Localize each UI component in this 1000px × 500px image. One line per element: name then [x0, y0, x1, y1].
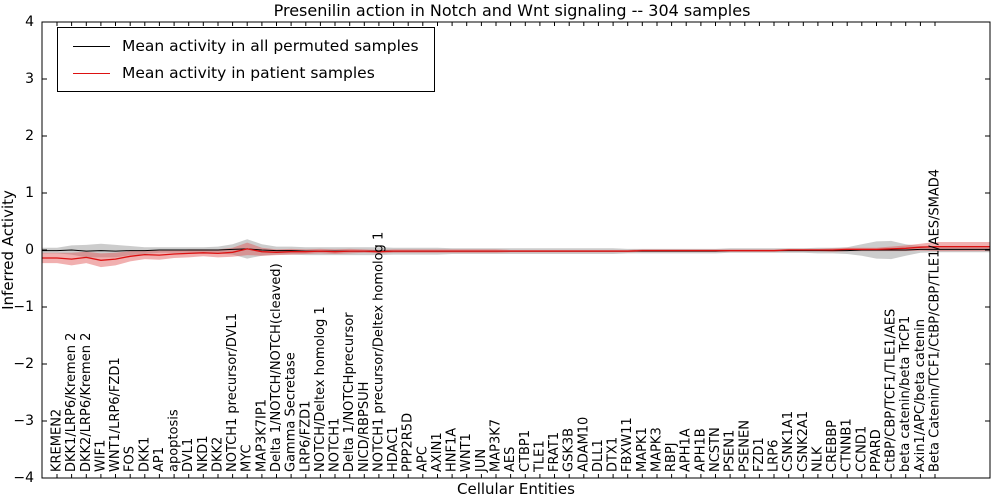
permuted-band — [42, 239, 990, 260]
x-tick-label: CSNK1A1 — [781, 411, 796, 472]
x-tick-label: DVL1 — [181, 438, 196, 472]
y-tick-label: 2 — [25, 128, 34, 144]
x-tick-label: PPARD — [869, 429, 884, 472]
x-tick-label: PPP2R5D — [401, 413, 416, 472]
x-tick-label: APH1A — [679, 428, 694, 472]
x-tick-label: MAPK3 — [649, 427, 664, 472]
x-tick-label: APH1B — [693, 428, 708, 472]
x-tick-label: APC — [415, 446, 430, 472]
x-tick-labels: KREMEN2 DKK1/LRP6/Kremen 2 DKK2/LRP6/Kreme… — [50, 169, 943, 473]
y-tick-label: −1 — [13, 299, 34, 315]
x-tick-label: CSNK2A1 — [796, 411, 811, 472]
x-tick-label: Beta Catenin/TCF1/CtBP/CBP/TLE1/AES/SMAD… — [928, 169, 943, 472]
confidence-bands — [42, 239, 990, 268]
x-tick-label: FOS — [123, 446, 138, 472]
x-tick-label: NOTCH1 precursor/DVL1 — [225, 313, 240, 472]
x-tick-label: PSEN1 — [723, 430, 738, 472]
x-tick-label: AXIN1 — [430, 432, 445, 472]
y-axis-label: Inferred Activity — [0, 190, 17, 310]
x-tick-label: WNT1 — [459, 433, 474, 472]
plot-frame — [41, 21, 991, 479]
x-tick-label: TLE1 — [532, 440, 547, 473]
mean-lines — [42, 245, 990, 261]
x-tick-label: WNT1/LRP6/FZD1 — [108, 357, 123, 472]
x-tick-label: NOTCH/Deltex homolog 1 — [313, 306, 328, 472]
x-tick-label: FBXW11 — [620, 417, 635, 472]
x-tick-label: FRAT1 — [547, 432, 562, 472]
y-tick-label: 0 — [25, 242, 34, 258]
legend-label-patient: Mean activity in patient samples — [122, 64, 375, 82]
x-tick-label: CCND1 — [854, 426, 869, 472]
x-tick-label: apoptosis — [167, 409, 182, 472]
patient-mean-line — [42, 245, 990, 261]
x-tick-label: CTBP1 — [518, 430, 533, 472]
x-tick-label: WIF1 — [93, 440, 108, 472]
x-tick-label: DKK1 — [137, 437, 152, 472]
x-tick-label: DKK2/LRP6/Kremen 2 — [79, 333, 94, 472]
x-tick-label: RBPJ — [664, 442, 679, 472]
x-tick-label: NKD1 — [196, 435, 211, 472]
x-tick-label: DKK2 — [210, 437, 225, 472]
x-tick-label: HNF1A — [445, 428, 460, 472]
y-tick-label: −4 — [13, 470, 34, 486]
x-tick-label: NCSTN — [708, 427, 723, 472]
x-tick-label: MAPK1 — [635, 427, 650, 472]
patient-line-swatch — [73, 72, 110, 74]
x-tick-label: NLK — [810, 446, 825, 472]
x-tick-label: AP1 — [152, 447, 167, 472]
y-tick-labels: 4 3 2 1 0 −1 −2 −3 −4 — [13, 14, 34, 486]
x-tick-label: CtBP/CBP/TCF1/TLE1/AES — [884, 309, 899, 472]
y-tick-label: −3 — [13, 413, 34, 429]
x-tick-label: Axin1/APC/beta catenin — [913, 319, 928, 472]
x-tick-label: ADAM10 — [576, 417, 591, 472]
x-tick-label: NOTCH1 — [328, 418, 343, 472]
x-tick-label: DTX1 — [606, 437, 621, 472]
legend: Mean activity in all permuted samples Me… — [57, 27, 435, 92]
x-tick-label: AES — [503, 447, 518, 472]
x-tick-label: LRP6/FZD1 — [298, 401, 313, 472]
x-tick-label: MYC — [240, 444, 255, 472]
x-tick-label: Delta 1/NOTCHprecursor — [342, 312, 357, 472]
x-tick-label: DKK1/LRP6/Kremen 2 — [64, 333, 79, 472]
y-tick-label: 3 — [25, 71, 34, 87]
x-tick-label: GSK3B — [562, 428, 577, 472]
patient-band — [42, 242, 990, 268]
x-tick-label: NOTCH1 precursor/Deltex homolog 1 — [371, 232, 386, 472]
x-tick-label: JUN — [474, 449, 489, 473]
legend-label-permuted: Mean activity in all permuted samples — [122, 37, 419, 55]
x-tick-label: CREBBP — [825, 420, 840, 472]
y-tick-label: 4 — [25, 14, 34, 30]
permuted-line-swatch — [73, 45, 110, 47]
x-tick-label: NICD/RBPSUH — [357, 382, 372, 472]
legend-item-patient: Mean activity in patient samples — [73, 64, 419, 82]
x-tick-label: beta catenin/beta TrCP1 — [898, 316, 913, 472]
x-axis-label: Cellular Entities — [457, 480, 575, 498]
x-tick-label: DLL1 — [591, 439, 606, 472]
x-tick-label: HDAC1 — [386, 426, 401, 472]
legend-item-permuted: Mean activity in all permuted samples — [73, 37, 419, 55]
x-tick-label: MAP3K7 — [489, 419, 504, 472]
x-tick-label: Gamma Secretase — [284, 352, 299, 472]
x-tick-label: PSENEN — [737, 420, 752, 472]
chart-title: Presenilin action in Notch and Wnt signa… — [274, 1, 751, 20]
axis-ticks — [42, 21, 990, 479]
x-tick-label: FZD1 — [752, 437, 767, 472]
x-tick-label: MAP3K7IP1 — [254, 399, 269, 472]
y-tick-label: 1 — [25, 185, 34, 201]
x-tick-label: LRP6 — [767, 440, 782, 472]
x-tick-label: CTNNB1 — [840, 418, 855, 472]
x-tick-label: Delta 1/NOTCH/NOTCH(cleaved) — [269, 263, 284, 472]
x-tick-label: KREMEN2 — [50, 409, 65, 472]
y-tick-label: −2 — [13, 356, 34, 372]
